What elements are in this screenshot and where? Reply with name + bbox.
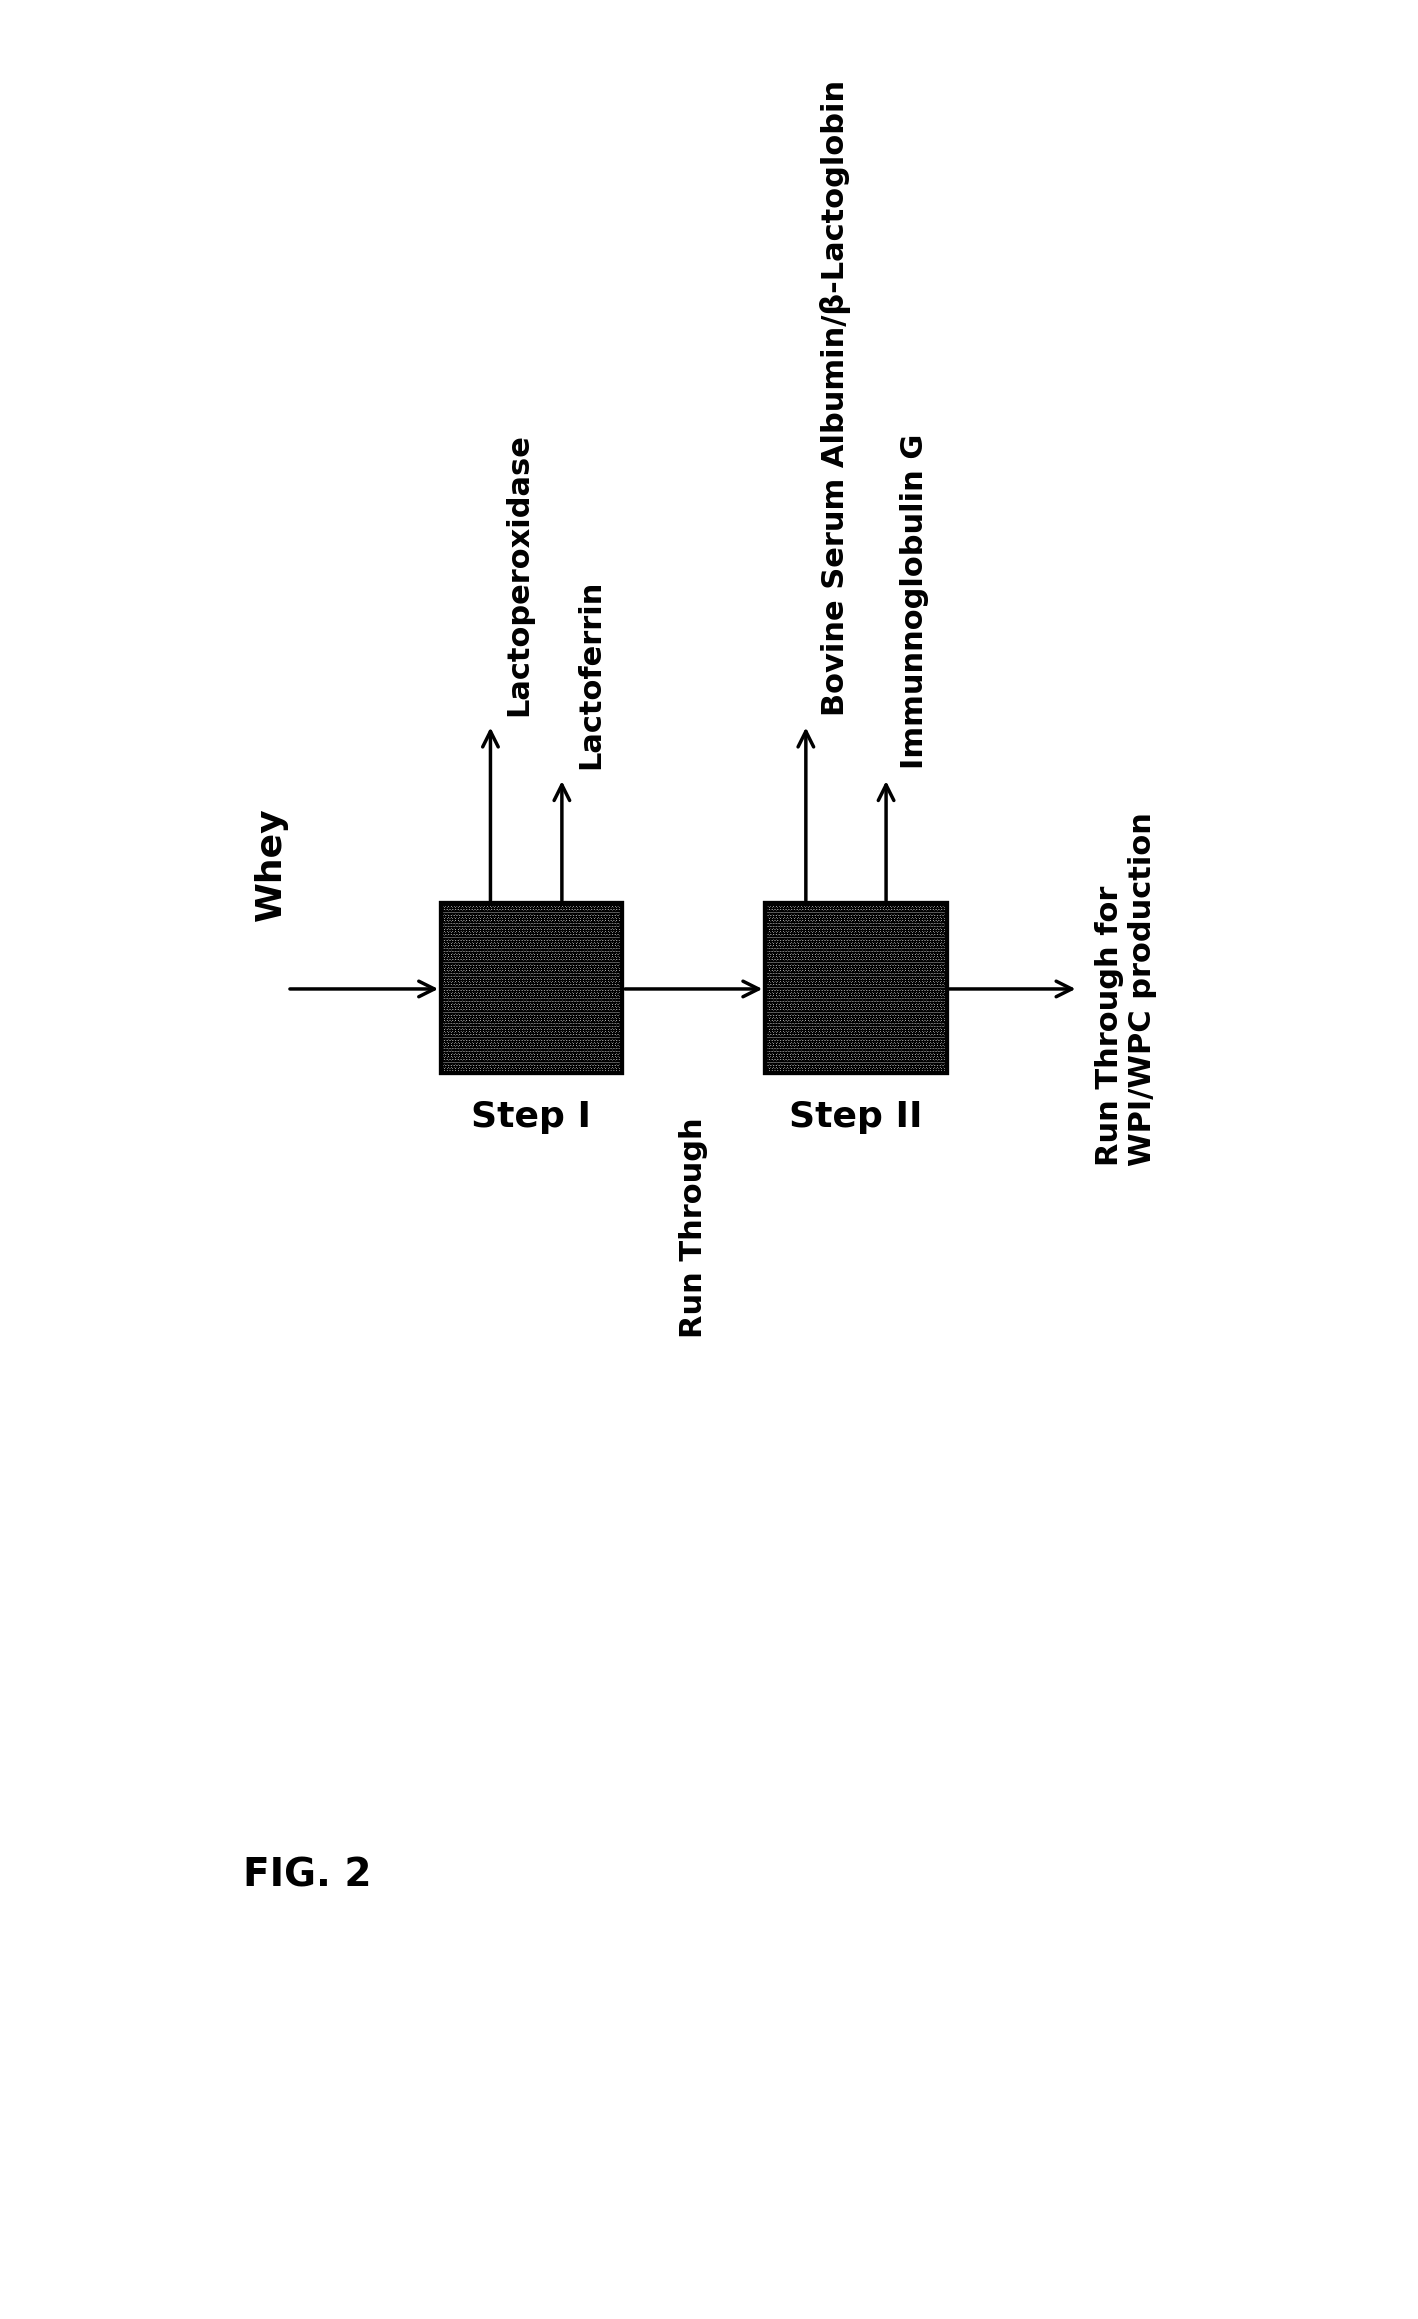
Text: Step I: Step I	[471, 1099, 591, 1134]
Bar	[441, 902, 623, 1074]
Text: Lactoperoxidase: Lactoperoxidase	[505, 434, 533, 717]
Bar	[441, 902, 623, 1074]
Text: Immunnoglobulin G: Immunnoglobulin G	[900, 434, 929, 770]
Text: Run Through: Run Through	[679, 1118, 708, 1338]
Text: Whey: Whey	[254, 807, 288, 921]
Bar	[766, 902, 947, 1074]
Text: FIG. 2: FIG. 2	[244, 1855, 372, 1895]
Bar	[441, 902, 623, 1074]
Bar	[766, 902, 947, 1074]
Text: Run Through for
WPI/WPC production: Run Through for WPI/WPC production	[1095, 812, 1157, 1166]
Text: Lactoferrin: Lactoferrin	[576, 580, 605, 770]
Text: Bovine Serum Albumin/β-Lactoglobin: Bovine Serum Albumin/β-Lactoglobin	[820, 79, 851, 717]
Bar	[766, 902, 947, 1074]
Text: Step II: Step II	[788, 1099, 922, 1134]
